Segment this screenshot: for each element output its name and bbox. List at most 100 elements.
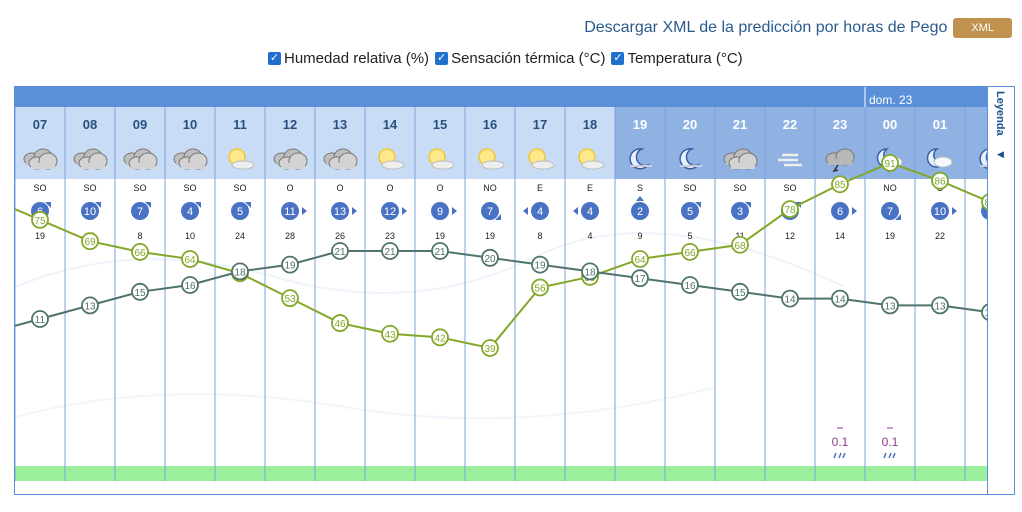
wind-speed-badge [831,202,849,220]
hour-label: 11 [233,117,247,132]
humidity-label: 56 [534,283,546,294]
hour-label: 15 [433,117,447,132]
wind-gust-value: 19 [485,231,495,241]
legend-panel[interactable]: Leyenda ◀ [987,87,1014,494]
hour-label: 18 [583,117,597,132]
wind-direction-label: SO [783,183,796,193]
humidity-label: 75 [34,216,46,227]
toggle-feels-like[interactable]: ✓ Sensación térmica (°C) [435,50,605,67]
checkbox-humidity[interactable]: ✓ [268,52,281,65]
toggle-temperature[interactable]: ✓ Temperatura (°C) [611,50,743,67]
legend-caret-icon[interactable]: ◀ [997,149,1004,159]
hour-label: 14 [383,117,398,132]
hour-label: 13 [333,117,347,132]
wind-speed-value: 2 [637,206,643,218]
humidity-point [381,324,399,343]
temperature-point [681,276,699,294]
temperature-label: 13 [84,301,96,312]
temperature-label: 18 [584,267,596,278]
wind-gust-value: 14 [835,231,845,241]
toggle-temperature-label: Temperatura (°C) [627,50,743,67]
temperature-label: 15 [734,288,746,299]
humidity-point [181,250,199,268]
toggle-feels-like-label: Sensación térmica (°C) [451,50,606,67]
temperature-label: 13 [884,301,896,312]
cloudy-icon [123,148,158,170]
moon-cloud-icon [926,148,953,168]
humidity-label: 66 [684,248,696,259]
wind-arrow-icon [95,202,101,208]
wind-speed-badge [731,202,749,220]
wind-direction-label: SO [683,183,696,193]
wind-gust-value: 23 [385,231,395,241]
cloudy-icon [323,148,358,170]
cloud-part [828,159,852,165]
wind-speed-badge [181,202,199,220]
checkbox-feels-like[interactable]: ✓ [435,52,449,65]
hour-label: 23 [833,117,847,132]
wind-gust-value: 9 [637,231,642,241]
wind-gust-value: 4 [587,231,592,241]
toggle-humidity[interactable]: ✓ Humedad relativa (%) [268,50,429,67]
wind-arrow-icon [245,202,251,208]
temperature-line [15,250,991,327]
checkbox-temperature[interactable]: ✓ [611,52,625,65]
temperature-point [181,276,199,294]
wind-speed-badge [131,202,149,220]
partly-sunny-icon [578,148,605,170]
humidity-point [731,235,749,254]
hour-label: 17 [533,117,547,132]
download-xml-link[interactable]: Descargar XML de la predicción por horas… [584,19,948,36]
temperature-label: 16 [684,281,696,292]
humidity-label: 85 [834,180,846,191]
temperature-point [331,242,349,260]
wind-speed-value: 9 [437,206,443,218]
rain-drops-icon [833,452,846,459]
cloud-part [481,160,505,170]
hour-label: 01 [933,117,947,132]
hour-label: 12 [283,117,297,132]
wind-arrow-icon [195,202,201,208]
rain-drops-icon [883,452,896,459]
humidity-label: 53 [284,294,296,305]
humidity-point [631,250,649,268]
wind-arrow-icon [573,207,578,215]
temperature-label: 14 [784,295,796,306]
wind-speed-value: 4 [187,206,193,218]
cloud-part [131,163,155,169]
precipitation-value: 0.1 [882,435,899,449]
humidity-point [131,242,149,261]
wind-arrow-icon [852,207,857,215]
humidity-label: 46 [334,319,346,330]
cloudy-icon [73,148,108,170]
partly-sunny-icon [228,148,255,170]
cloud-part [431,160,455,170]
moon-icon [679,148,702,170]
cloud-part [281,163,305,169]
temperature-point [281,255,299,274]
wind-speed-value: 5 [687,206,693,218]
humidity-label: 64 [184,255,196,266]
precipitation-value: 0.1 [832,435,849,449]
hour-label: 08 [83,117,97,132]
wind-direction-label: S [637,183,643,193]
cloudy-icon [273,148,308,170]
hour-label: 00 [883,117,897,132]
temperature-point [231,262,249,281]
wind-gust-value: 26 [335,231,345,241]
wind-speed-value: 7 [887,206,893,218]
wind-speed-value: 7 [487,206,493,218]
wind-speed-badge [631,202,649,220]
hour-label: 16 [483,117,497,132]
cloudy-icon [723,148,758,170]
background-curve [15,386,716,420]
moon-part [629,148,651,170]
humidity-point [31,210,49,229]
day-label: dom. 23 [869,93,913,107]
temperature-label: 13 [934,301,946,312]
xml-button[interactable]: XML [953,18,1012,38]
humidity-point [81,232,99,251]
temperature-label: 11 [35,315,46,326]
temperature-point [381,242,399,260]
humidity-point [281,289,299,308]
